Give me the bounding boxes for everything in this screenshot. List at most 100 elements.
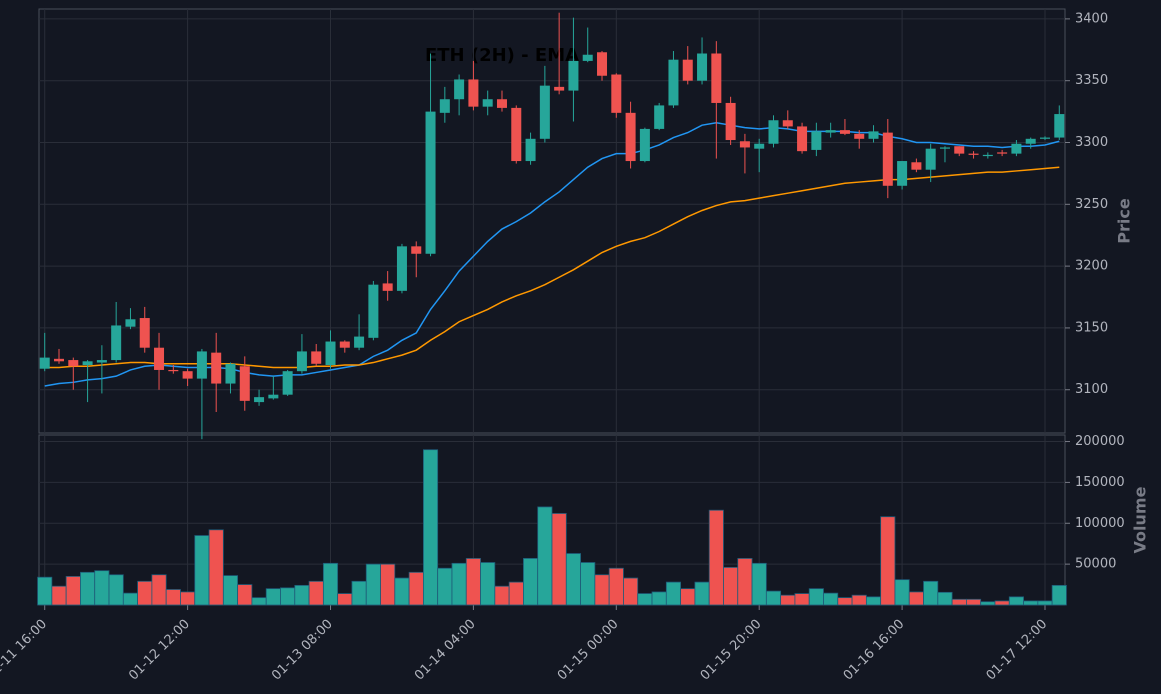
y-tick-label: 3400	[1075, 11, 1108, 26]
volume-bar	[322, 562, 339, 606]
volume-bar	[523, 558, 539, 606]
volume-bar	[308, 580, 324, 606]
candle-body	[925, 148, 936, 170]
volume-bar	[451, 562, 467, 606]
candle-body	[611, 74, 622, 113]
y-axis-label: Price	[1115, 198, 1134, 244]
candle-body	[839, 130, 850, 134]
volume-bar	[222, 575, 239, 606]
candle-body	[668, 59, 679, 106]
volume-bar	[751, 562, 767, 606]
candle-body	[654, 105, 665, 129]
volume-bar	[94, 570, 110, 606]
volume-bar	[37, 576, 53, 606]
volume-bar	[951, 598, 967, 606]
chart-title: ETH (2H) - EMA	[425, 45, 579, 66]
candle-body	[382, 283, 393, 291]
volume-bar	[565, 553, 581, 606]
volume-bar	[365, 563, 381, 606]
y-tick-label: 3350	[1075, 73, 1108, 88]
y-tick-label: 3100	[1075, 382, 1108, 397]
candle-body	[854, 133, 865, 139]
candle-body	[639, 128, 650, 162]
candle-body	[396, 246, 407, 291]
volume-bar	[151, 574, 167, 606]
volume-bar	[51, 585, 67, 606]
candle-body	[511, 107, 522, 162]
candle-body	[496, 99, 507, 108]
candle-body	[168, 369, 179, 372]
candle-body	[96, 360, 107, 363]
candle-body	[125, 319, 136, 327]
y-axis-label: Volume	[1131, 486, 1150, 553]
y-tick-label: 100000	[1075, 516, 1125, 531]
volume-bar	[537, 506, 553, 606]
candle-body	[354, 336, 365, 348]
candle-body	[68, 360, 79, 367]
candle-body	[939, 147, 950, 149]
volume-bar	[65, 575, 81, 606]
candle-body	[296, 351, 307, 372]
candle-body	[139, 318, 150, 348]
candle-body	[911, 162, 922, 170]
y-tick-label: 50000	[1075, 557, 1116, 572]
volume-bar	[880, 516, 896, 606]
candle-body	[268, 394, 279, 399]
candle-body	[425, 111, 436, 254]
candle-body	[82, 361, 93, 366]
volume-bar	[1051, 584, 1067, 606]
candle-body	[454, 79, 465, 100]
candle-body	[311, 351, 322, 364]
candle-body	[368, 284, 379, 338]
volume-bar	[80, 571, 96, 606]
candle-body	[882, 132, 893, 186]
volume-bar	[1023, 600, 1039, 606]
x-tick-label: 01-12 12:00	[126, 617, 193, 684]
volume-bar	[737, 558, 753, 606]
y-tick-label: 3250	[1075, 197, 1108, 212]
volume-bar	[408, 571, 424, 606]
volume-bar	[794, 593, 810, 606]
candle-body	[982, 154, 993, 157]
candle-body	[182, 371, 193, 379]
x-tick-label: 01-15 00:00	[555, 617, 622, 684]
volume-bar	[265, 588, 281, 606]
candle-body	[797, 126, 808, 152]
x-tick-label: 01-13 08:00	[269, 617, 336, 684]
volume-bar	[780, 594, 796, 606]
volume-bar	[208, 529, 224, 606]
candle-body	[1054, 114, 1065, 138]
candle-body	[211, 352, 222, 384]
volume-bar	[908, 591, 924, 606]
y-tick-label: 3200	[1075, 259, 1108, 274]
candle-body	[325, 341, 336, 366]
y-tick-label: 200000	[1075, 434, 1125, 449]
candle-body	[411, 246, 422, 254]
volume-bar	[394, 577, 410, 606]
volume-bar	[708, 509, 724, 606]
volume-bar	[122, 592, 138, 606]
volume-bar	[680, 588, 696, 606]
candle-body	[554, 86, 565, 91]
candle-body	[682, 59, 693, 81]
volume-bar	[966, 598, 982, 606]
volume-bar	[351, 580, 367, 606]
volume-bar	[994, 600, 1010, 606]
volume-bar	[237, 584, 253, 606]
volume-bar	[251, 597, 267, 606]
candle-body	[897, 161, 908, 186]
x-tick-label: 01-17 12:00	[984, 617, 1051, 684]
volume-bar	[380, 563, 396, 606]
volume-bar	[765, 590, 782, 606]
candle-body	[254, 397, 265, 403]
x-tick-label: 01-11 16:00	[0, 617, 50, 684]
candle-body	[239, 366, 250, 401]
volume-bar	[851, 594, 867, 606]
volume-bar	[580, 562, 596, 606]
candle-body	[482, 99, 493, 107]
candle-body	[625, 112, 636, 162]
candle-body	[768, 120, 779, 144]
candle-body	[54, 358, 65, 362]
y-tick-label: 3300	[1075, 135, 1108, 150]
volume-bar	[723, 567, 739, 606]
